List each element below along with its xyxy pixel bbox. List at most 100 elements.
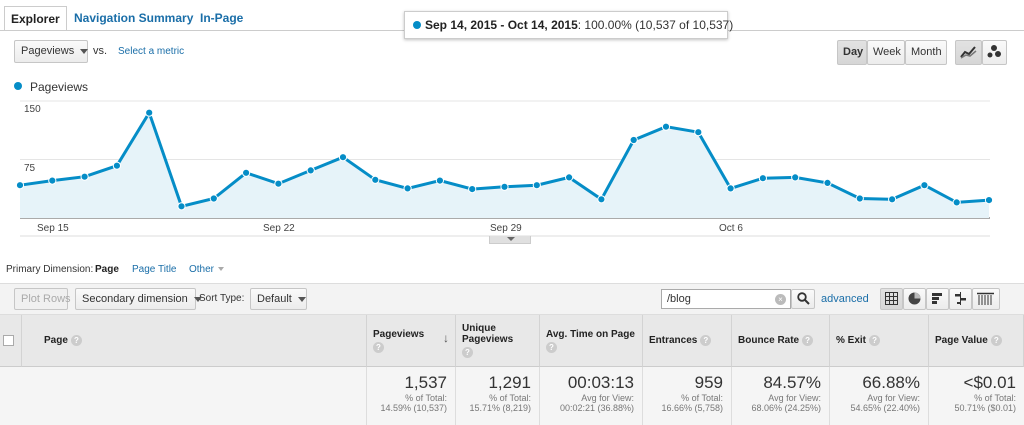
- tab-in-page[interactable]: In-Page: [200, 11, 244, 25]
- data-point[interactable]: [500, 182, 509, 191]
- help-icon[interactable]: ?: [990, 335, 1002, 346]
- help-icon[interactable]: ?: [70, 335, 82, 346]
- week-button[interactable]: Week: [867, 40, 905, 65]
- primary-dimension-other-label: Other: [189, 264, 215, 275]
- total-sub-value: 16.66% (5,758): [661, 403, 723, 413]
- data-point[interactable]: [726, 184, 735, 193]
- month-button[interactable]: Month: [905, 40, 947, 65]
- data-point[interactable]: [952, 198, 961, 207]
- total-sub-label: % of Total:: [405, 393, 447, 403]
- motion-chart-button[interactable]: [982, 40, 1007, 65]
- data-point[interactable]: [468, 185, 477, 194]
- pie-view-button[interactable]: [903, 288, 926, 310]
- column-header-pageviews[interactable]: Pageviews ? ↓: [367, 315, 456, 367]
- help-icon[interactable]: ?: [546, 342, 557, 353]
- x-tick-sep-29: Sep 29: [490, 223, 522, 234]
- performance-view-button[interactable]: [926, 288, 949, 310]
- date-range-tooltip: Sep 14, 2015 - Oct 14, 2015: 100.00% (10…: [404, 11, 733, 39]
- column-header-pageviews-label: Pageviews: [373, 329, 425, 340]
- primary-dimension-page-title[interactable]: Page Title: [132, 264, 177, 275]
- secondary-dimension-dropdown[interactable]: Secondary dimension: [75, 288, 202, 310]
- search-icon: [797, 292, 810, 305]
- sort-descending-icon: ↓: [443, 331, 449, 345]
- data-point[interactable]: [48, 176, 57, 185]
- column-header-unique-pageviews[interactable]: Unique Pageviews ?: [456, 315, 540, 367]
- data-point[interactable]: [403, 184, 412, 193]
- column-header-avg-time-on-page[interactable]: Avg. Time on Page ?: [540, 315, 643, 367]
- total-sub-label: % of Total:: [681, 393, 723, 403]
- sort-type-dropdown[interactable]: Default: [250, 288, 307, 310]
- motion-chart-icon: [987, 45, 1001, 58]
- data-point[interactable]: [920, 181, 929, 190]
- data-point[interactable]: [112, 161, 122, 170]
- data-point[interactable]: [629, 135, 638, 145]
- data-point[interactable]: [242, 168, 251, 177]
- select-all-checkbox[interactable]: [3, 335, 14, 346]
- column-header-entrances[interactable]: Entrances?: [643, 315, 732, 367]
- data-point[interactable]: [435, 176, 444, 185]
- plot-rows-button[interactable]: Plot Rows: [14, 288, 71, 310]
- data-point[interactable]: [984, 196, 994, 205]
- help-icon[interactable]: ?: [700, 335, 712, 346]
- total-avg-time-on-page: 00:03:13 Avg for View: 00:02:21 (36.88%): [540, 367, 643, 425]
- help-icon[interactable]: ?: [373, 342, 384, 353]
- help-icon[interactable]: ?: [869, 335, 881, 346]
- data-point[interactable]: [306, 166, 315, 175]
- total-sub-value: 15.71% (8,219): [469, 403, 531, 413]
- sort-type-label: Sort Type:: [199, 293, 245, 304]
- data-point[interactable]: [823, 178, 832, 187]
- total-sub-value: 50.71% ($0.01): [954, 403, 1016, 413]
- total-sub-label: Avg for View:: [581, 393, 634, 403]
- data-point[interactable]: [565, 173, 574, 182]
- column-header-exit[interactable]: % Exit?: [830, 315, 929, 367]
- tab-navigation-summary[interactable]: Navigation Summary: [74, 11, 194, 25]
- table-view-button[interactable]: [880, 288, 903, 310]
- metric-dropdown[interactable]: Pageviews: [14, 40, 89, 63]
- total-sub-value: 14.59% (10,537): [380, 403, 447, 413]
- data-point[interactable]: [371, 175, 380, 184]
- table-search-input[interactable]: /blog ×: [661, 289, 791, 309]
- day-button[interactable]: Day: [837, 40, 867, 65]
- clear-search-icon[interactable]: ×: [775, 294, 786, 305]
- data-point[interactable]: [855, 194, 864, 203]
- help-icon[interactable]: ?: [802, 335, 814, 346]
- data-point[interactable]: [532, 181, 541, 190]
- total-bounce-rate: 84.57% Avg for View: 68.06% (24.25%): [732, 367, 830, 425]
- total-value: 00:03:13: [567, 373, 634, 392]
- line-chart-button[interactable]: [955, 40, 982, 65]
- total-value: 84.57%: [763, 373, 821, 392]
- advanced-filter-link[interactable]: advanced: [821, 293, 869, 305]
- data-point[interactable]: [758, 174, 768, 183]
- help-icon[interactable]: ?: [462, 347, 473, 358]
- primary-dimension-page[interactable]: Page: [95, 264, 119, 275]
- comparison-view-button[interactable]: [949, 288, 972, 310]
- secondary-dimension-label: Secondary dimension: [82, 293, 188, 305]
- chart-collapse-handle[interactable]: [489, 236, 531, 244]
- data-point[interactable]: [694, 128, 703, 137]
- column-header-page[interactable]: Page?: [22, 315, 367, 367]
- data-point[interactable]: [791, 173, 800, 182]
- total-sub-value: 68.06% (24.25%): [751, 403, 821, 413]
- primary-dimension-other[interactable]: Other: [189, 264, 225, 275]
- data-point[interactable]: [274, 179, 283, 188]
- pivot-view-button[interactable]: [972, 288, 1000, 310]
- data-point[interactable]: [661, 122, 671, 131]
- data-point[interactable]: [597, 195, 606, 204]
- search-input-value: /blog: [667, 293, 691, 305]
- primary-dimension-label: Primary Dimension:: [6, 264, 94, 275]
- tab-explorer[interactable]: Explorer: [4, 6, 67, 31]
- total-sub-label: % of Total:: [974, 393, 1016, 403]
- select-metric-link[interactable]: Select a metric: [118, 46, 185, 57]
- data-point[interactable]: [145, 108, 154, 117]
- data-point[interactable]: [80, 172, 89, 181]
- column-header-page-value[interactable]: Page Value?: [929, 315, 1024, 367]
- data-point[interactable]: [338, 153, 348, 162]
- column-header-page-value-label: Page Value: [935, 335, 988, 347]
- search-button[interactable]: [791, 289, 815, 309]
- data-point[interactable]: [15, 181, 25, 190]
- data-point[interactable]: [177, 202, 186, 211]
- column-header-bounce-rate[interactable]: Bounce Rate?: [732, 315, 830, 367]
- data-point[interactable]: [209, 194, 218, 203]
- data-point[interactable]: [888, 195, 897, 204]
- x-tick-sep-22: Sep 22: [263, 223, 295, 234]
